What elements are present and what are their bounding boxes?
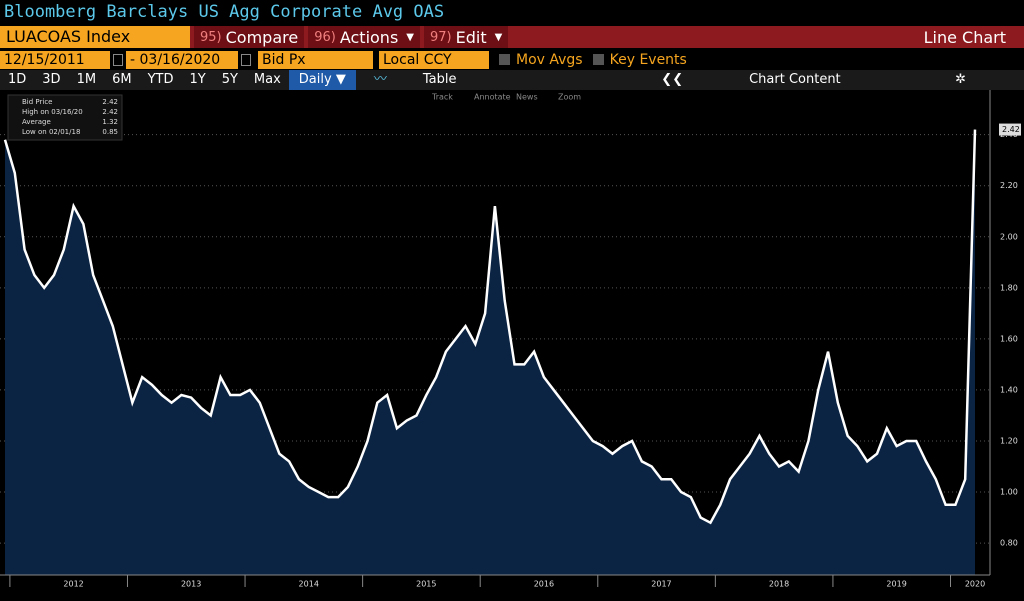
legend-label: Average [22, 118, 51, 126]
compare-button[interactable]: 95) Compare [194, 26, 305, 48]
period-button[interactable]: 1Y [189, 72, 206, 87]
ticker[interactable]: LUACOAS Index [0, 26, 190, 48]
tool: Track [431, 93, 453, 102]
currency-field[interactable]: Local CCY [379, 50, 489, 69]
x-tick-label: 2019 [886, 580, 906, 589]
view-name: Line Chart [923, 27, 1006, 47]
legend-value: 1.32 [102, 118, 118, 126]
y-tick-label: 1.60 [1000, 334, 1018, 343]
x-tick-label: 2017 [651, 580, 671, 589]
line [3, 129, 977, 525]
label: Daily [298, 72, 332, 87]
checkbox[interactable] [499, 54, 510, 65]
x-tick-label: 2012 [63, 580, 83, 589]
tool: News [516, 93, 538, 102]
y-tick-label: 2.20 [1000, 181, 1018, 190]
period-bar: 1D 3D 1M 6M YTD 1Y 5Y Max Daily ▼ 〰 Table ❮❮ Ch… [0, 70, 1024, 90]
start-date[interactable]: 12/15/2011 [0, 50, 110, 69]
y-tick-label: 1.20 [1000, 436, 1018, 445]
frequency[interactable]: Daily ▼ [288, 70, 356, 90]
price-field[interactable]: Bid Px [258, 50, 373, 69]
x-tick-label: 2018 [769, 580, 789, 589]
period-button[interactable]: 1M [76, 72, 97, 87]
last-value-label: 2.42 [1002, 125, 1020, 134]
legend-value: 2.42 [102, 108, 118, 116]
num: 97) [429, 29, 452, 45]
chart-content[interactable]: Chart Content [749, 72, 841, 87]
legend-label: Low on 02/01/18 [22, 128, 80, 136]
y-tick-label: 1.80 [1000, 283, 1018, 292]
period-button[interactable]: 1D [8, 72, 27, 87]
period-button[interactable]: 3D [42, 72, 61, 87]
end: 03/16/2020 [139, 51, 221, 68]
x-tick-label: 2016 [534, 580, 554, 589]
tool: Annotate [474, 93, 511, 102]
label: Edit [455, 27, 487, 47]
table-button[interactable]: Table [422, 72, 457, 87]
calendar-icon[interactable] [241, 53, 251, 66]
edit-button[interactable]: 97) Edit ▼ [423, 26, 509, 48]
mov-avgs: Mov Avgs [516, 51, 583, 68]
end-date[interactable]: - 03/16/2020 [126, 50, 238, 69]
legend-label: High on 03/16/20 [22, 108, 83, 116]
y-tick-label: 1.40 [1000, 385, 1018, 394]
legend-label: Bid Price [22, 98, 53, 106]
legend: Bid Price 2.42 High on 03/16/20 2.42 Average… [7, 94, 123, 141]
key-events: Key Events [609, 51, 687, 68]
y-tick-label: 1.00 [1000, 488, 1018, 497]
label: Actions [339, 27, 399, 47]
actions-button[interactable]: 96) Actions ▼ [308, 26, 420, 48]
legend-value: 2.42 [102, 98, 118, 106]
periods: 1D 3D 1M 6M YTD 1Y 5Y Max [0, 70, 289, 90]
label: Compare [225, 27, 299, 47]
num: 95) [200, 29, 222, 45]
y-tick-label: 2.00 [1000, 232, 1018, 241]
area [5, 129, 975, 575]
chart: Track Annotate News Zoom 0.80 1.00 1.20 1.40 1.6… [0, 90, 1024, 601]
command-bar: LUACOAS Index 95) Compare 96) Actions ▼ 97)… [0, 26, 1024, 48]
range-bar: 12/15/2011 - 03/16/2020 Bid Px Local CCY… [0, 50, 1024, 69]
y-tick-label: 0.80 [1000, 539, 1018, 548]
settings[interactable]: ✲ [955, 72, 966, 87]
calendar-icon[interactable] [113, 53, 123, 66]
x-tick-label: 2013 [181, 580, 201, 589]
line-icon[interactable]: 〰 [373, 72, 387, 87]
x-tick-label: 2015 [416, 580, 436, 589]
period-button[interactable]: 6M [112, 72, 132, 87]
period-button[interactable]: YTD [147, 72, 174, 87]
separator: - [130, 51, 136, 68]
x-tick-label: 2014 [299, 580, 319, 589]
title: Bloomberg Barclays US Agg Corporate Avg … [4, 2, 445, 22]
legend-box [7, 94, 123, 141]
period-button[interactable]: Max [253, 72, 281, 87]
collapse[interactable]: ❮❮ [661, 72, 684, 87]
x-tick-label: 2020 [965, 580, 985, 589]
num: 96) [314, 29, 336, 45]
period-button[interactable]: 5Y [221, 72, 238, 87]
last-value-box [999, 123, 1021, 136]
tool: Zoom [558, 93, 581, 102]
checkbox[interactable] [592, 54, 604, 65]
legend-value: 0.85 [102, 128, 118, 136]
